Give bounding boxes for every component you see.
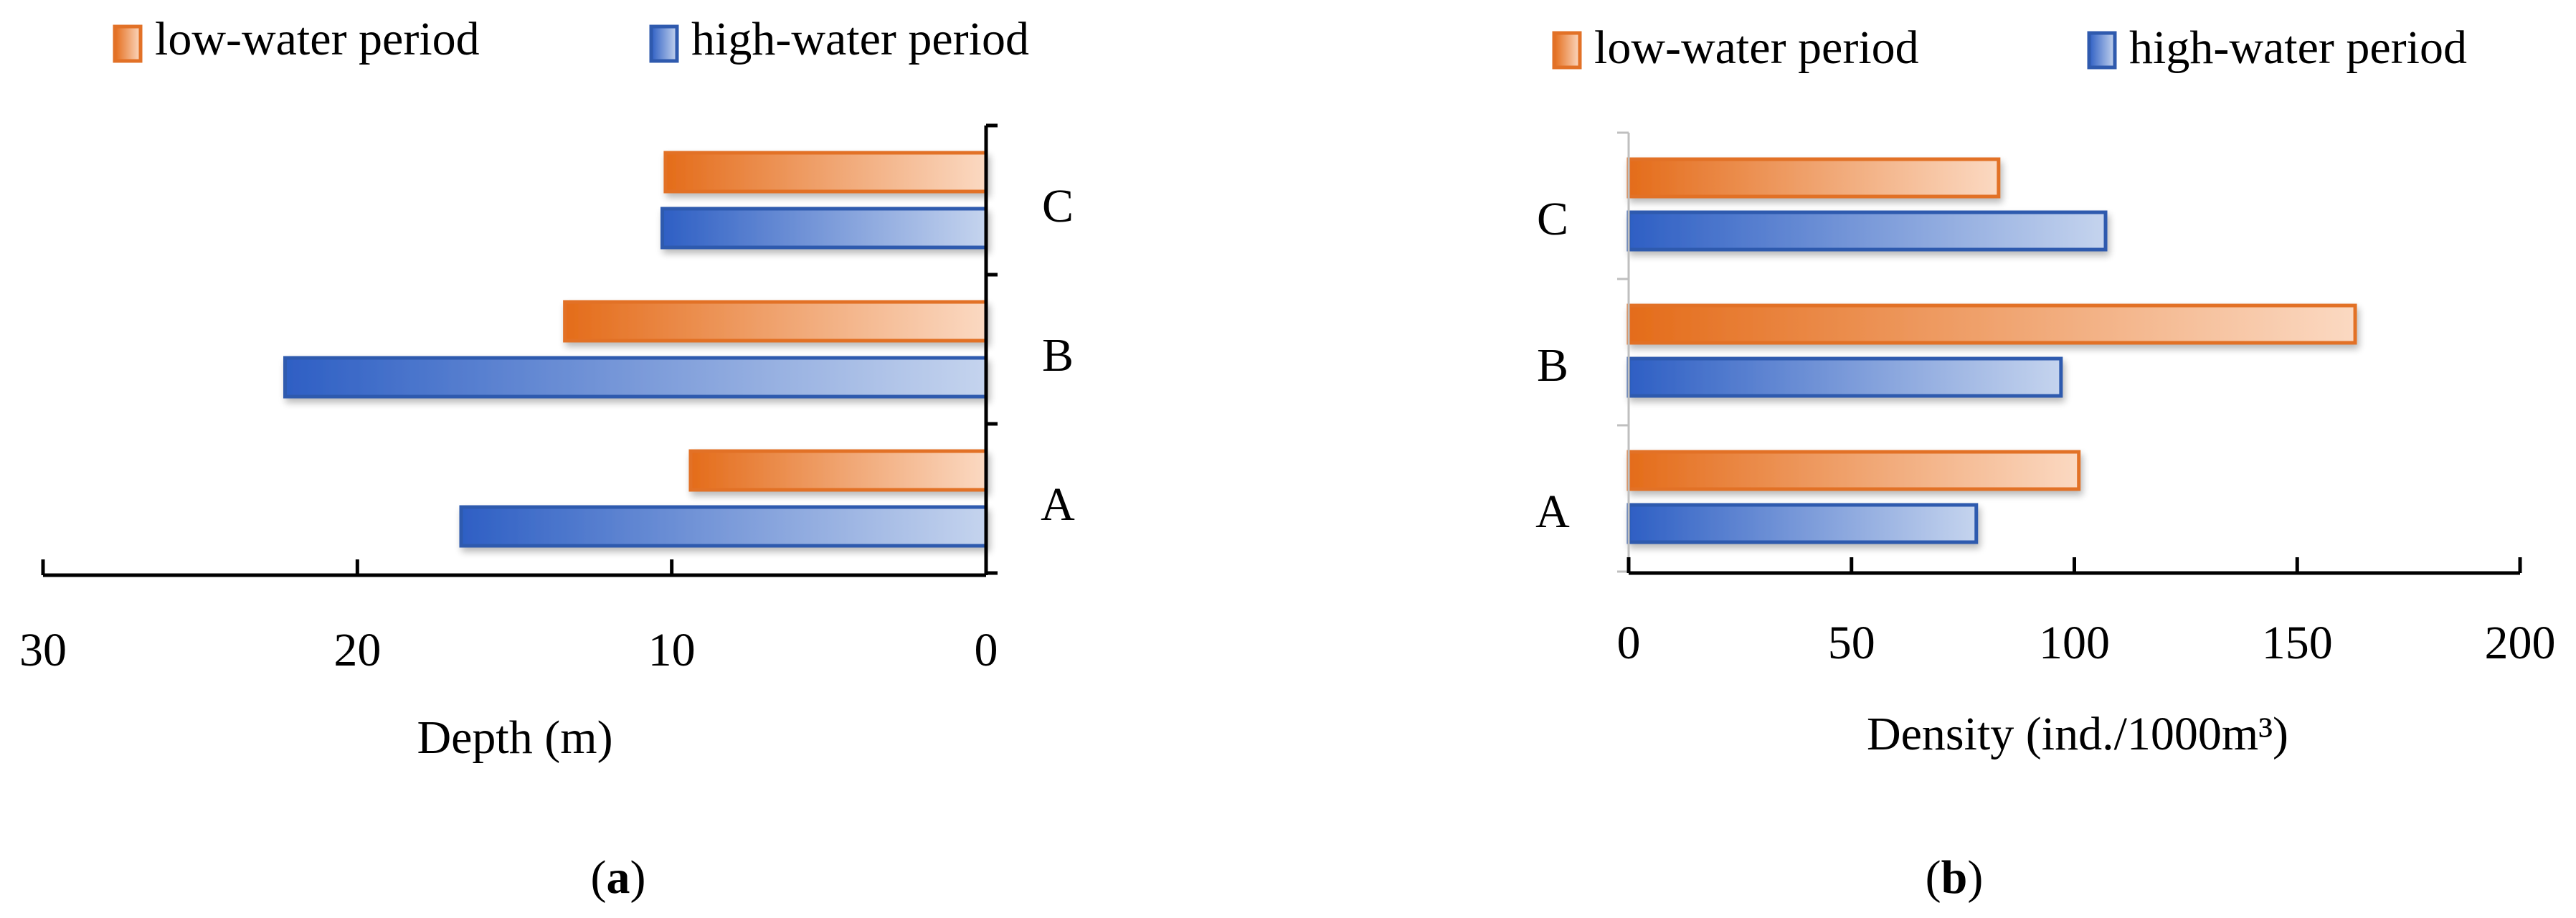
bar-a-C-high-water: [660, 207, 988, 250]
category-label-b-B: B: [1537, 339, 1568, 392]
x-tick-label-b-50: 50: [1828, 617, 1875, 669]
category-label-a-B: B: [1042, 329, 1074, 382]
panel-a-legend: low-water period high-water period: [113, 13, 1029, 65]
x-tick-label-b-100: 100: [2039, 617, 2110, 669]
bar-b-B-low-water: [1626, 303, 2357, 345]
legend-label-high-water-b: high-water period: [2129, 22, 2467, 74]
x-tick-label-a-10: 10: [648, 624, 696, 676]
panel-b-bars: [1626, 157, 2357, 544]
bar-b-A-high-water: [1626, 503, 1979, 544]
bar-b-C-low-water: [1626, 157, 2001, 199]
panel-a-x-axis-title: Depth (m): [417, 711, 612, 764]
bar-a-A-high-water: [459, 505, 988, 548]
bar-b-B-high-water: [1626, 356, 2063, 398]
bar-a-B-high-water: [283, 356, 988, 399]
legend-swatch-high-water-b: [2087, 31, 2117, 70]
x-tick-label-b-0: 0: [1617, 617, 1641, 669]
legend-item-low-water-b: low-water period: [1552, 22, 1919, 74]
category-label-b-A: A: [1535, 486, 1570, 538]
x-tick-label-a-0: 0: [975, 624, 998, 676]
panel-b-caption: (b): [1926, 851, 1984, 904]
legend-swatch-low-water: [113, 24, 143, 63]
bar-b-C-high-water: [1626, 210, 2108, 252]
x-tick-label-b-150: 150: [2262, 617, 2333, 669]
x-tick-label-b-200: 200: [2485, 617, 2556, 669]
x-tick-label-a-20: 20: [333, 624, 381, 676]
category-label-a-A: A: [1041, 478, 1075, 531]
panel-a-caption: (a): [591, 851, 646, 904]
panel-a-axes: A B C 0 10 20 30: [19, 123, 1075, 676]
panel-b-x-axis-title: Density (ind./1000m³): [1867, 708, 2288, 760]
legend-item-high-water: high-water period: [649, 13, 1029, 65]
category-label-a-C: C: [1042, 180, 1074, 232]
panel-b-density-chart: low-water period high-water period A B C 0 5…: [1535, 22, 2555, 904]
bar-a-A-low-water: [688, 449, 988, 492]
panel-b-axes: A B C 0 50 100 150 200: [1535, 131, 2556, 669]
bar-b-A-low-water: [1626, 450, 2081, 491]
legend-item-low-water: low-water period: [113, 13, 480, 65]
panel-a-bars: [283, 151, 988, 548]
panel-b-caption-letter: b: [1941, 851, 1968, 904]
legend-item-high-water-b: high-water period: [2087, 22, 2467, 74]
legend-label-low-water-b: low-water period: [1594, 22, 1919, 74]
panel-a-caption-letter: a: [607, 851, 630, 904]
x-tick-label-a-30: 30: [19, 624, 67, 676]
panel-a-depth-chart: low-water period high-water period A B C 0 1…: [19, 13, 1075, 904]
legend-swatch-low-water-b: [1552, 31, 1582, 70]
legend-label-low-water: low-water period: [155, 13, 480, 65]
category-label-b-C: C: [1537, 193, 1568, 245]
bar-a-B-low-water: [563, 300, 988, 343]
panel-b-legend: low-water period high-water period: [1552, 22, 2467, 74]
bar-a-C-low-water: [663, 151, 988, 194]
legend-swatch-high-water: [649, 24, 679, 63]
legend-label-high-water: high-water period: [691, 13, 1029, 65]
